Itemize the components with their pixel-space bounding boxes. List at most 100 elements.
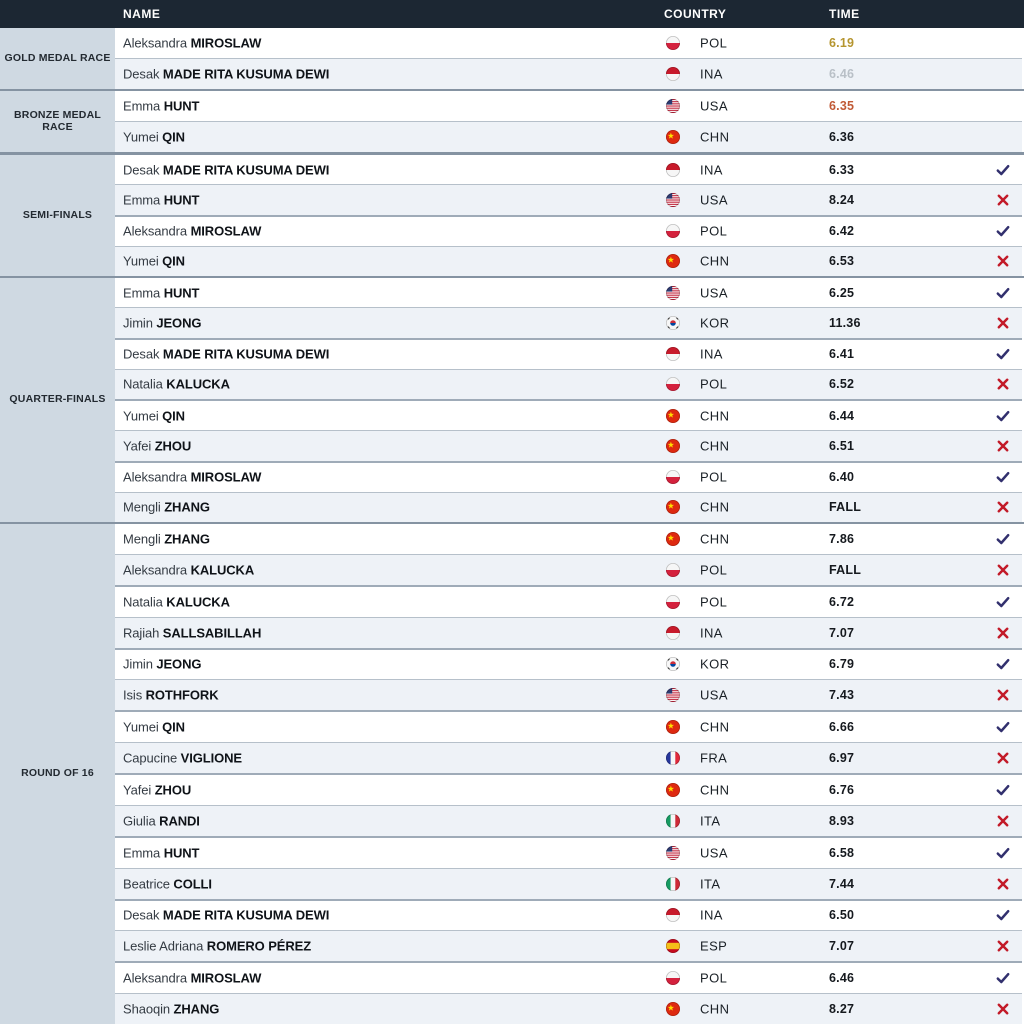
country-code: FRA	[700, 750, 728, 766]
win-check-icon	[996, 783, 1010, 797]
athlete-name: Aleksandra KALUCKA	[123, 562, 254, 577]
loss-cross-icon	[996, 626, 1010, 640]
pol-flag-icon	[666, 377, 680, 392]
athlete-row: Yafei ZHOU CHN 6.76	[115, 773, 1022, 805]
loss-cross-icon	[996, 1002, 1010, 1016]
pol-flag-icon	[666, 36, 680, 50]
column-header-name: NAME	[123, 7, 161, 21]
column-header-time: TIME	[829, 7, 860, 21]
athlete-name: Jimin JEONG	[123, 657, 201, 672]
country-code: CHN	[700, 531, 730, 547]
athlete-first-name: Jimin	[123, 656, 153, 672]
athlete-first-name: Emma	[123, 845, 161, 861]
athlete-first-name: Beatrice	[123, 876, 170, 892]
athlete-last-name: HUNT	[163, 845, 200, 861]
pol-flag-icon	[666, 562, 680, 577]
section-semi-finals: SEMI-FINALS Desak MADE RITA KUSUMA DEWI IN…	[0, 152, 1024, 276]
win-check-icon	[996, 657, 1010, 671]
country-code: POL	[700, 594, 728, 610]
athlete-row: Yumei QIN CHN 6.44	[115, 399, 1022, 431]
athlete-first-name: Shaoqin	[123, 1001, 171, 1017]
athlete-row: Jimin JEONG KOR 6.79	[115, 647, 1022, 680]
pol-flag-icon	[666, 224, 680, 239]
athlete-row: Natalia KALUCKA POL 6.72	[115, 584, 1022, 617]
time-value: 6.44	[829, 408, 855, 423]
country-code: CHN	[700, 253, 730, 269]
athlete-last-name: MIROSLAW	[190, 223, 262, 239]
country-code: INA	[700, 66, 723, 82]
athlete-name: Emma HUNT	[123, 192, 200, 208]
athlete-row: Emma HUNT USA 8.24	[115, 184, 1022, 215]
country-code: POL	[700, 376, 728, 392]
country-code: POL	[700, 223, 728, 239]
country-code: CHN	[700, 1001, 730, 1017]
athlete-row: Giulia RANDI ITA 8.93	[115, 804, 1022, 836]
usa-flag-icon	[666, 285, 680, 300]
country-code: USA	[700, 98, 728, 114]
esp-flag-icon	[666, 939, 680, 954]
athlete-name: Yumei QIN	[123, 130, 185, 145]
country-code: CHN	[700, 129, 730, 145]
athlete-last-name: ROMERO PÉREZ	[206, 938, 312, 954]
athlete-name: Giulia RANDI	[123, 813, 200, 828]
country-code: POL	[700, 35, 728, 51]
athlete-name: Desak MADE RITA KUSUMA DEWI	[123, 67, 329, 82]
athlete-last-name: HUNT	[163, 98, 200, 114]
country-code: INA	[700, 346, 723, 362]
rows-container: Emma HUNT USA 6.25 Jimin JEONG KOR 11.36 Desak…	[115, 278, 1022, 522]
table-body: GOLD MEDAL RACE Aleksandra MIROSLAW POL 6.1…	[0, 28, 1024, 1024]
athlete-first-name: Mengli	[123, 499, 161, 515]
country-code: USA	[700, 285, 728, 301]
loss-cross-icon	[996, 814, 1010, 828]
loss-cross-icon	[996, 563, 1010, 577]
athlete-row: Desak MADE RITA KUSUMA DEWI INA 6.33	[115, 155, 1022, 185]
rows-container: Desak MADE RITA KUSUMA DEWI INA 6.33 Emma H…	[115, 155, 1022, 276]
win-check-icon	[996, 163, 1010, 177]
table-header: NAME COUNTRY TIME	[0, 0, 1024, 28]
time-value: 7.86	[829, 531, 855, 546]
time-value: 6.35	[829, 99, 855, 113]
rows-container: Aleksandra MIROSLAW POL 6.19 Desak MADE RIT…	[115, 28, 1022, 89]
athlete-row: Desak MADE RITA KUSUMA DEWI INA 6.50	[115, 898, 1022, 931]
loss-cross-icon	[996, 688, 1010, 702]
chn-flag-icon	[666, 720, 680, 735]
round-label: SEMI-FINALS	[22, 208, 93, 221]
ita-flag-icon	[666, 876, 680, 891]
athlete-first-name: Yafei	[123, 782, 152, 798]
ita-flag-icon	[666, 813, 680, 828]
athlete-last-name: MADE RITA KUSUMA DEWI	[162, 66, 330, 82]
athlete-last-name: JEONG	[156, 315, 202, 331]
athlete-last-name: QIN	[162, 129, 185, 145]
athlete-name: Capucine VIGLIONE	[123, 751, 242, 766]
athlete-first-name: Yumei	[123, 719, 159, 735]
usa-flag-icon	[666, 99, 680, 113]
country-code: USA	[700, 192, 728, 208]
ina-flag-icon	[666, 347, 680, 362]
athlete-first-name: Desak	[123, 162, 160, 178]
time-value: 6.79	[829, 657, 855, 672]
athlete-row: Yumei QIN CHN 6.36	[115, 121, 1022, 152]
athlete-last-name: MADE RITA KUSUMA DEWI	[162, 346, 330, 362]
section-bronze-medal-race: BRONZE MEDAL RACE Emma HUNT USA 6.35 Yumei Q…	[0, 89, 1024, 152]
athlete-first-name: Emma	[123, 285, 161, 301]
athlete-last-name: KALUCKA	[166, 594, 230, 610]
section-gold-medal-race: GOLD MEDAL RACE Aleksandra MIROSLAW POL 6.1…	[0, 28, 1024, 89]
athlete-name: Aleksandra MIROSLAW	[123, 971, 261, 986]
athlete-name: Natalia KALUCKA	[123, 377, 230, 392]
round-label: ROUND OF 16	[21, 767, 94, 780]
country-code: USA	[700, 687, 728, 703]
time-value: 6.58	[829, 845, 855, 860]
athlete-last-name: RANDI	[159, 813, 200, 829]
chn-flag-icon	[666, 130, 680, 144]
win-check-icon	[996, 470, 1010, 484]
country-code: CHN	[700, 719, 730, 735]
time-value: 11.36	[829, 315, 861, 330]
country-code: INA	[700, 907, 723, 923]
loss-cross-icon	[996, 377, 1010, 391]
rows-container: Emma HUNT USA 6.35 Yumei QIN CHN 6.36	[115, 91, 1022, 152]
athlete-last-name: HUNT	[163, 192, 200, 208]
athlete-name: Isis ROTHFORK	[123, 688, 219, 703]
athlete-first-name: Aleksandra	[123, 562, 188, 578]
athlete-last-name: JEONG	[156, 656, 202, 672]
athlete-last-name: ZHOU	[154, 782, 192, 798]
